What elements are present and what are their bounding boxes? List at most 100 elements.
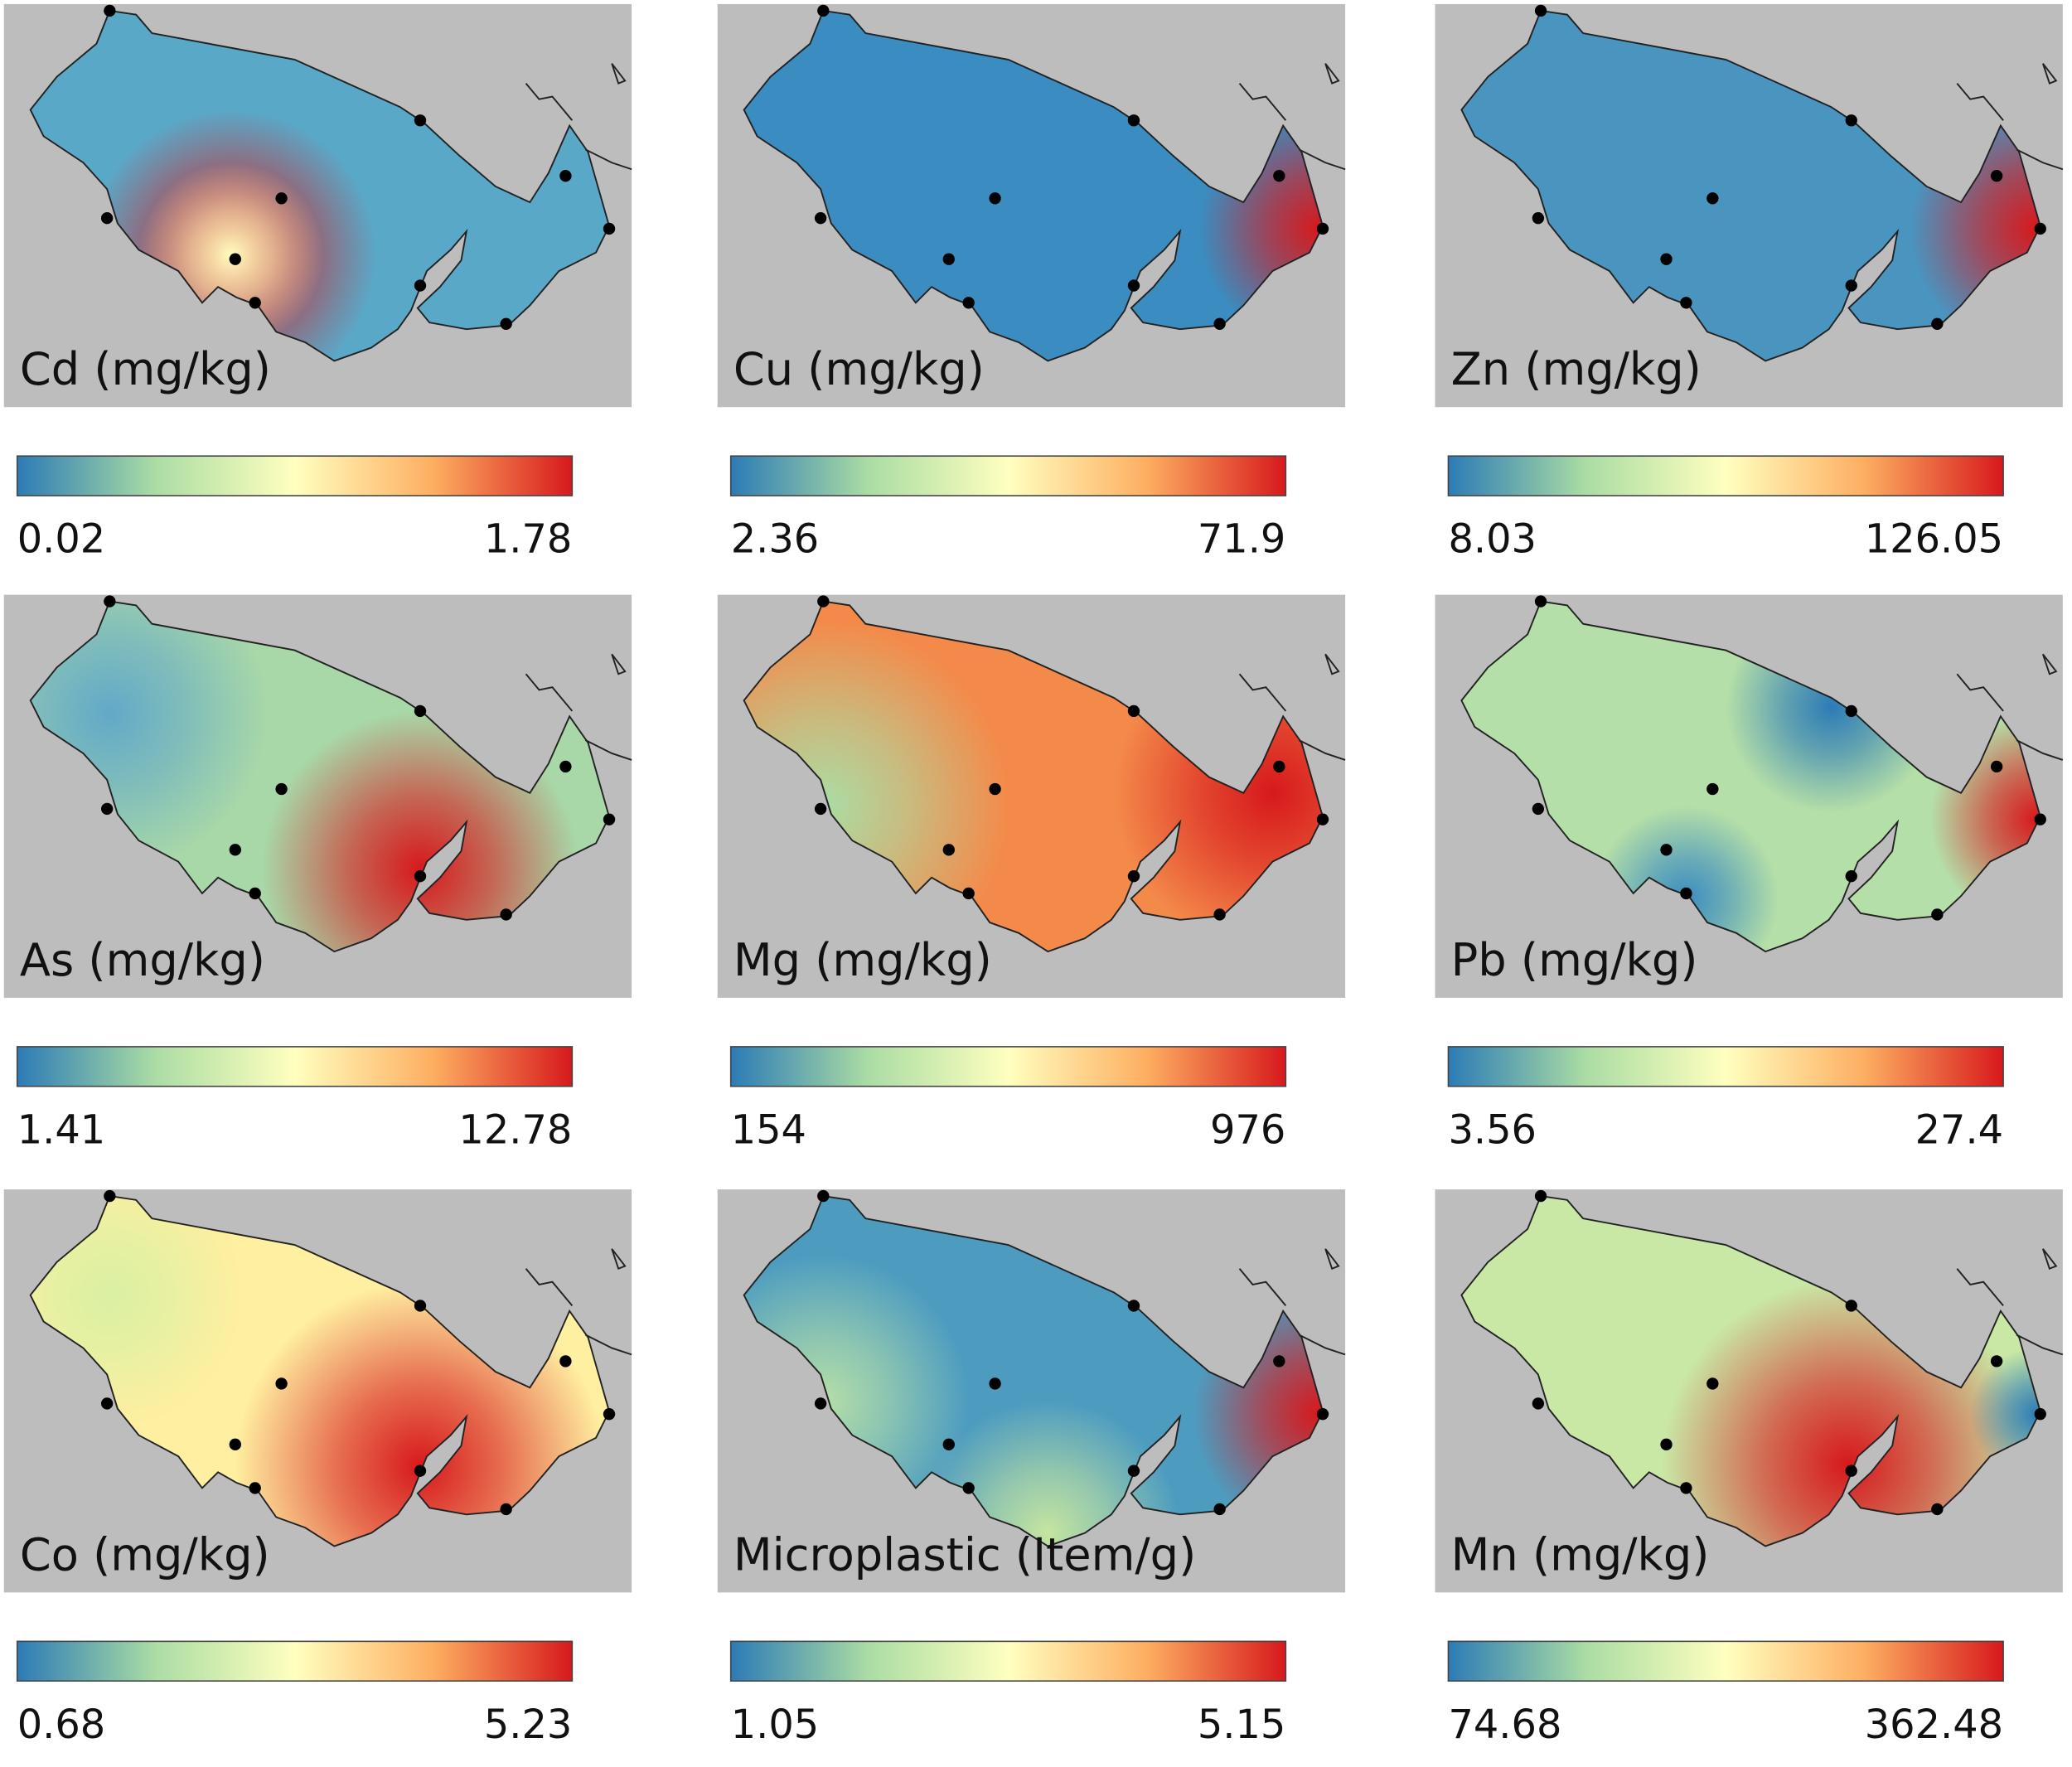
station [814,212,827,225]
coastline [584,148,632,171]
colorbar: 8.03 126.05 [1447,455,2004,563]
station [1845,279,1857,292]
station [1213,317,1226,330]
station [1127,1300,1140,1312]
station [817,1189,830,1203]
coastline [611,63,627,85]
station [942,1438,955,1450]
map-panel: Mg (mg/kg) [717,594,1346,998]
coastline [2016,739,2064,761]
coastline [1324,1248,1340,1271]
station [814,1397,827,1410]
station [1680,297,1692,309]
station [962,297,975,309]
station [1534,595,1547,608]
colorbar-ramp [16,455,574,496]
shoreline [743,600,1324,953]
station [414,279,427,292]
station [1660,253,1673,265]
colorbar-max: 976 [1210,1107,1285,1153]
station [559,1355,572,1368]
colorbar: 154 976 [729,1046,1287,1153]
map-panel: As (mg/kg) [3,594,632,998]
station [1990,1355,2003,1368]
coastline [2042,653,2058,675]
station [414,1300,427,1312]
shoreline [1460,1195,2041,1547]
station [1316,1407,1329,1421]
station [500,317,512,330]
colorbar: 1.41 12.78 [16,1046,574,1153]
map-panel: Co (mg/kg) [3,1189,632,1593]
colorbar-max: 27.4 [1915,1107,2004,1153]
station [814,802,827,816]
coastline [2042,63,2058,85]
colorbar-max: 71.9 [1198,517,1285,563]
station [229,253,241,265]
coastline [1956,1268,2004,1307]
shoreline [1460,9,2041,362]
coastline [2016,1334,2064,1356]
station [1534,1189,1547,1203]
station [962,1482,975,1494]
colorbar-min: 1.41 [17,1107,105,1153]
map-label: Co (mg/kg) [20,1528,270,1581]
station [817,4,830,17]
coastline [1956,673,2004,712]
station [414,704,427,718]
coastline [1324,63,1340,85]
coastline [1298,148,1346,171]
station [989,1377,1001,1390]
station [1680,1482,1692,1494]
station [1931,317,1944,330]
station [1213,908,1226,921]
station [414,114,427,127]
coastline [1956,82,2004,121]
colorbar: 1.05 5.15 [729,1640,1287,1748]
station [1316,813,1329,825]
shoreline [29,1195,611,1547]
station [275,782,288,796]
coastline [2016,148,2064,171]
station [414,870,427,883]
station [1127,704,1140,718]
station [1845,870,1857,883]
coastline [611,653,627,675]
colorbar-min: 154 [731,1107,806,1153]
colorbar-min: 2.36 [731,517,820,563]
colorbar-max: 362.48 [1865,1702,2003,1748]
map-label: Pb (mg/kg) [1451,934,1698,986]
colorbar: 0.68 5.23 [16,1640,574,1748]
station [1127,1464,1140,1477]
coastline [584,739,632,761]
station [249,887,261,900]
map-panel: Cd (mg/kg) [3,3,632,408]
station [229,844,241,856]
map-panel: Mn (mg/kg) [1435,1189,2064,1593]
station [1534,4,1547,17]
station [100,802,114,816]
station [1660,1438,1673,1450]
map-panel: Zn (mg/kg) [1435,3,2064,408]
station [942,253,955,265]
station [1706,192,1719,205]
coastline [1298,1334,1346,1356]
station [275,192,288,205]
station [249,297,261,309]
colorbar: 3.56 27.4 [1447,1046,2004,1153]
station [962,887,975,900]
colorbar-min: 74.68 [1448,1702,1561,1748]
colorbar-max: 5.15 [1198,1702,1285,1748]
station [1706,1377,1719,1390]
colorbar-ramp [1447,1640,2004,1682]
map-label: As (mg/kg) [20,934,265,986]
station [559,170,572,182]
station [1213,1503,1226,1516]
coastline [1238,82,1287,121]
colorbar-max: 5.23 [484,1702,572,1748]
station [942,844,955,856]
station [2034,1407,2046,1421]
station [1845,1464,1857,1477]
colorbar-max: 126.05 [1865,517,2003,563]
